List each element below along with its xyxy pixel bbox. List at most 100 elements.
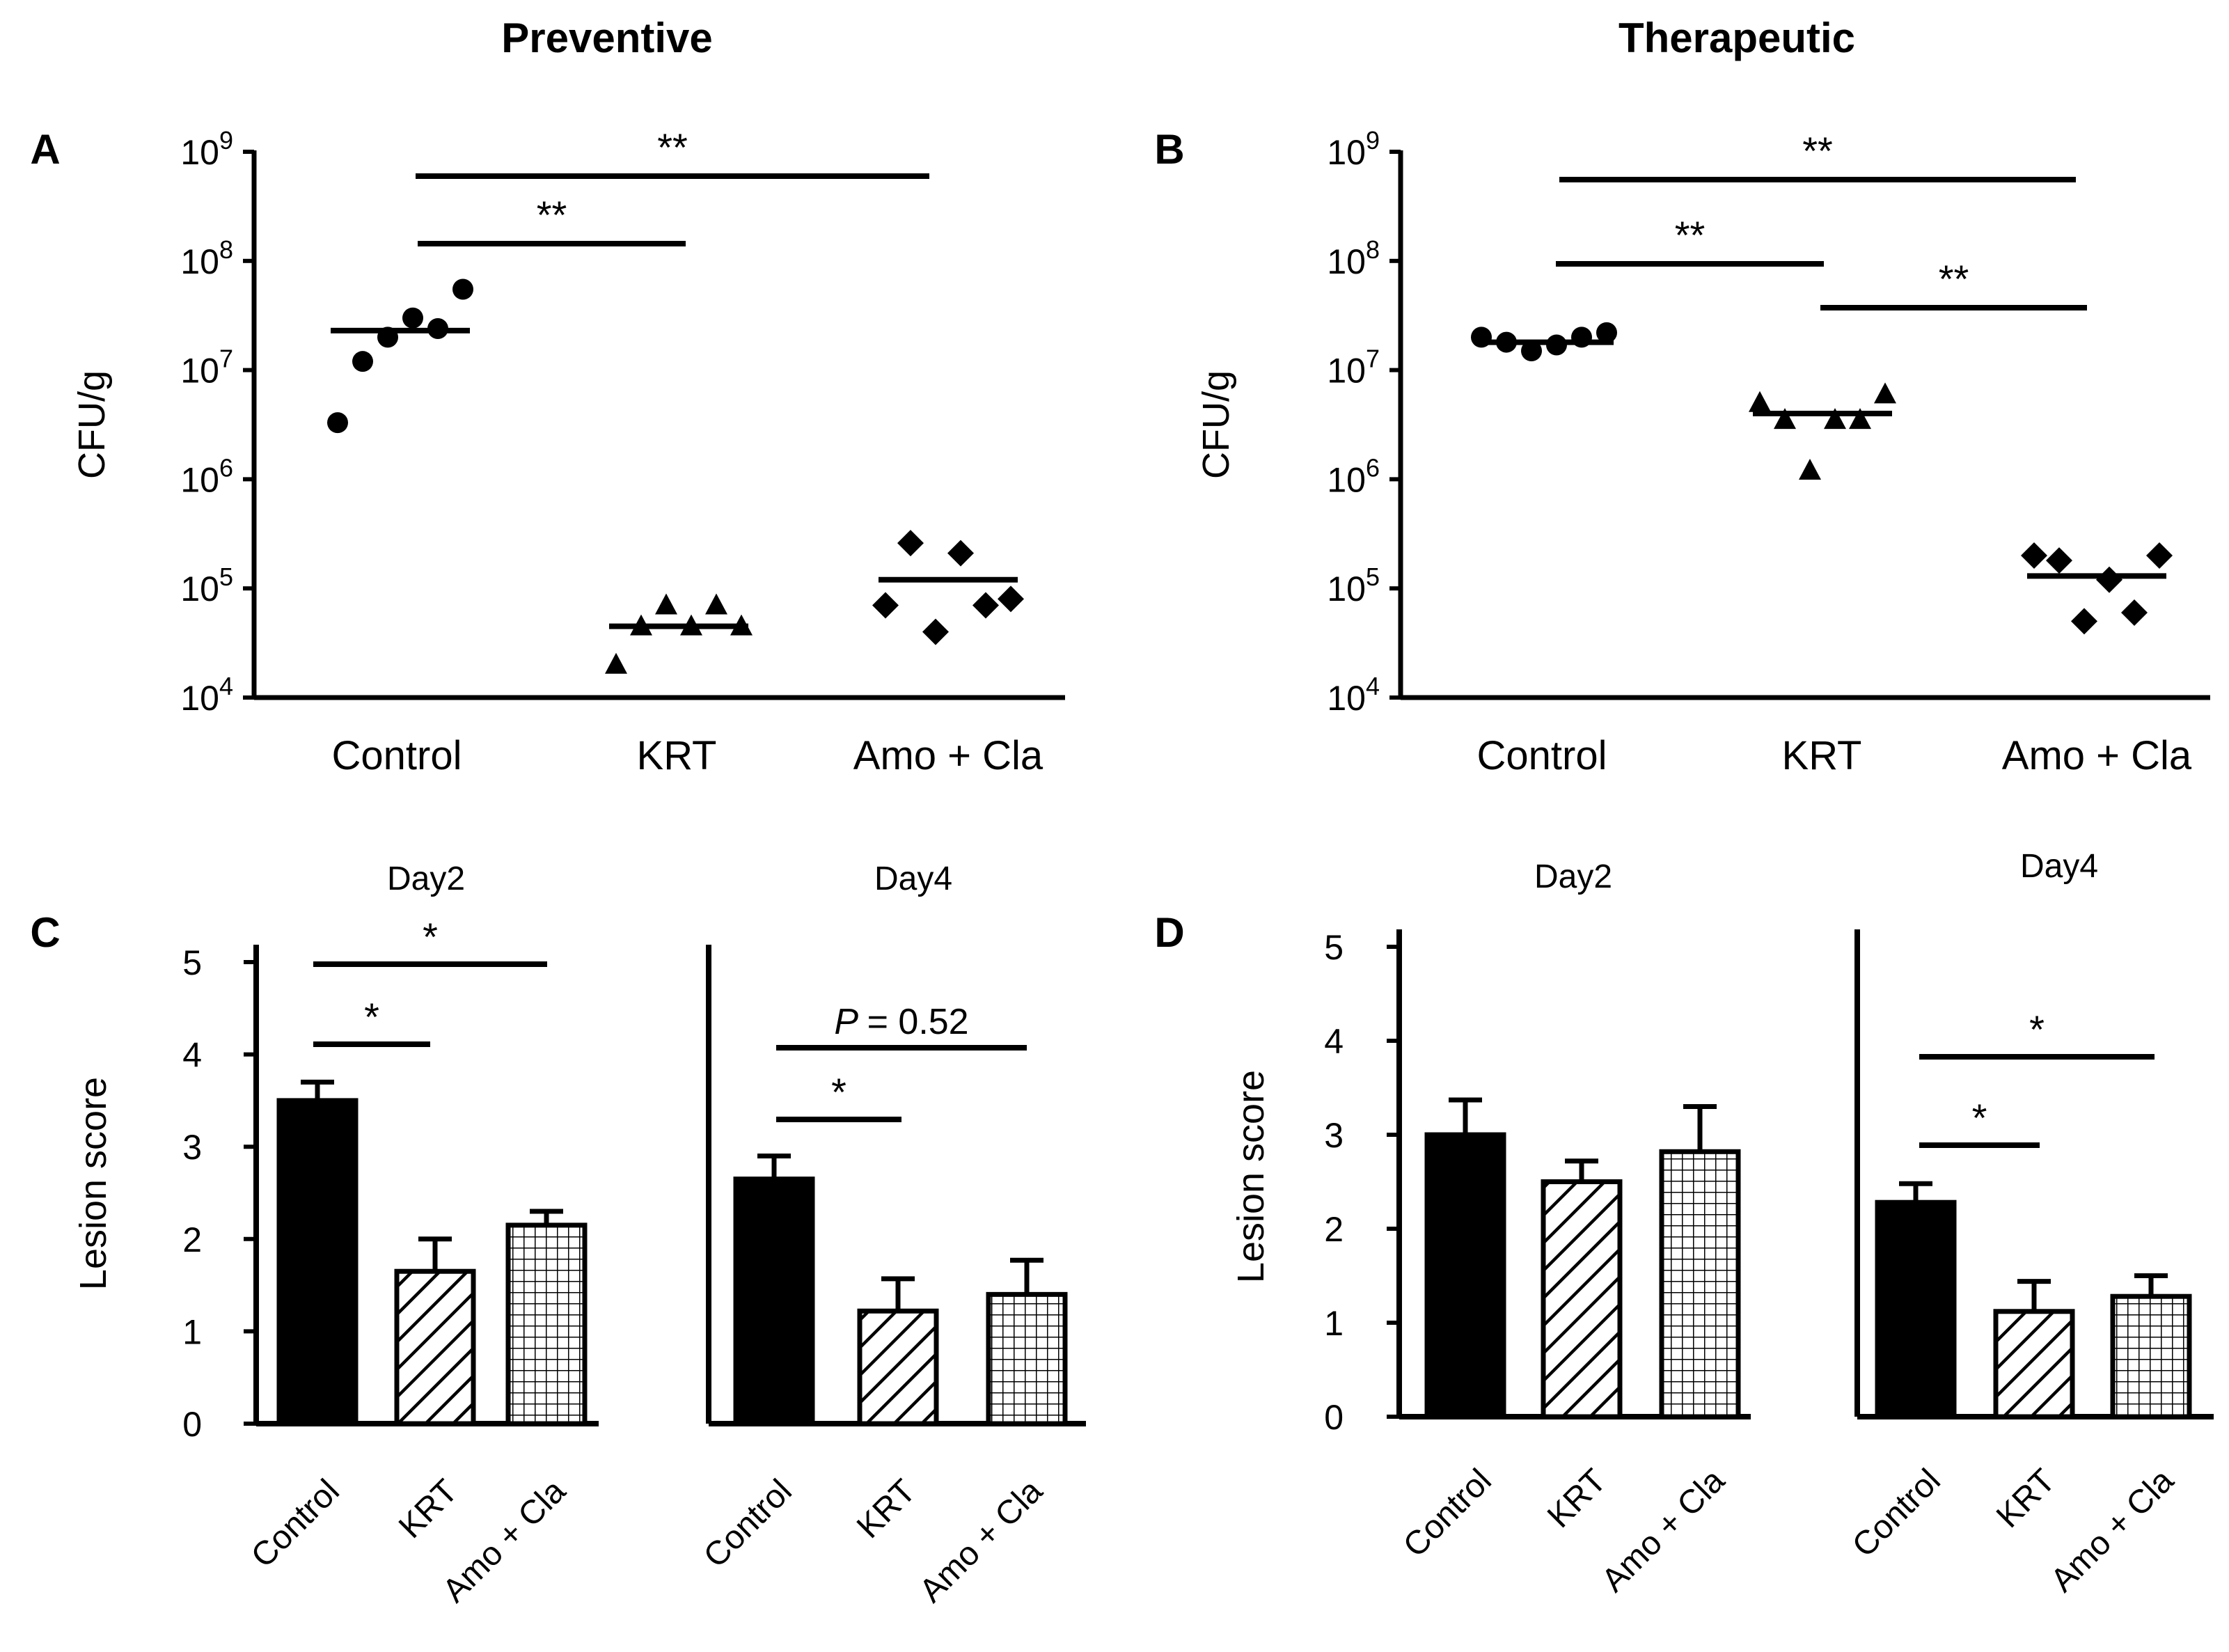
panel-a-point-circle	[352, 351, 373, 372]
panel-a-point-diamond	[947, 540, 974, 567]
panel-b-significance-label: **	[1939, 257, 1969, 301]
panel-c-subtitle-day4: Day4	[874, 860, 952, 897]
panel-b-point-diamond	[2021, 542, 2047, 569]
panel-b-ytick-label: 109	[1327, 126, 1380, 172]
panel-d-ytick-label: 5	[1324, 928, 1344, 967]
panel-a-significance-label: **	[537, 193, 567, 237]
panel-a-ytick-label: 108	[180, 235, 233, 281]
column-title-therapeutic: Therapeutic	[1618, 15, 1855, 61]
panel-c-day4-category-amo-cla: Amo + Cla	[913, 1472, 1050, 1610]
panel-b-ylabel: CFU/g	[1195, 370, 1237, 479]
panel-b-point-diamond	[2071, 608, 2097, 635]
panel-a-point-diamond	[998, 585, 1024, 613]
panel-c-significance-label: *	[423, 915, 438, 959]
panel-a-point-diamond	[897, 530, 924, 557]
panel-a-ytick-label: 105	[180, 563, 233, 608]
panel-d-ytick-label: 2	[1324, 1210, 1344, 1249]
panel-b-ytick-label: 104	[1327, 672, 1380, 718]
column-title-preventive: Preventive	[501, 15, 713, 61]
panel-b-ytick-label: 107	[1327, 345, 1380, 391]
panel-d-bar-solid	[1875, 1199, 1957, 1419]
panel-d-bar-grid-hatch	[1659, 1149, 1741, 1419]
panel-d-ytick-label: 1	[1324, 1304, 1344, 1343]
panel-b-category-control: Control	[1477, 733, 1607, 778]
panel-c-subtitle-day2: Day2	[387, 860, 465, 897]
panel-b-category-krt: KRT	[1782, 733, 1862, 778]
panel-b-point-diamond	[2121, 599, 2148, 626]
panel-a-ylabel: CFU/g	[71, 370, 113, 479]
panel-c-bar-solid	[276, 1098, 359, 1426]
panel-letter-a: A	[30, 126, 60, 173]
panel-c-bar-grid-hatch	[505, 1222, 588, 1426]
panel-c-significance-label: *	[831, 1070, 846, 1114]
panel-a-point-triangle	[655, 593, 677, 615]
panel-b-point-circle	[1521, 340, 1542, 361]
panel-c-bar-solid	[733, 1177, 815, 1426]
panel-d-subtitle-day4: Day4	[2020, 848, 2098, 885]
panel-a-point-diamond	[872, 592, 899, 619]
panel-a-point-circle	[452, 278, 473, 300]
panel-d-ytick-label: 3	[1324, 1116, 1344, 1155]
panel-c-bar-diagonal-hatch	[857, 1308, 939, 1426]
panel-c-day4-category-krt: KRT	[850, 1472, 923, 1545]
panel-c-day4-category-control: Control	[697, 1472, 799, 1575]
panel-c-ytick-label: 3	[182, 1128, 202, 1167]
panel-b-ytick-label: 108	[1327, 235, 1380, 281]
panel-d-bar-solid	[1424, 1132, 1506, 1419]
panel-c-ytick-label: 5	[182, 943, 202, 982]
panel-d-significance-label: *	[2029, 1007, 2045, 1051]
panel-d-bar-diagonal-hatch	[1993, 1309, 2075, 1419]
panel-a-point-circle	[402, 307, 423, 329]
panel-d-bars: Lesion score 0 1 2 3 4 5 Day2 Day4 * * Control…	[1230, 848, 2214, 1599]
panel-d-day4-category-control: Control	[1845, 1462, 1948, 1564]
panel-d-ylabel: Lesion score	[1230, 1070, 1272, 1283]
panel-b-point-triangle	[1749, 391, 1771, 412]
panel-b-point-triangle	[1874, 382, 1896, 404]
panel-b-significance-label: **	[1802, 129, 1833, 173]
panel-d-ytick-label: 0	[1324, 1398, 1344, 1437]
panel-d-bar-grid-hatch	[2110, 1293, 2192, 1419]
panel-c-day2-category-control: Control	[244, 1472, 347, 1575]
panel-a-ytick-label: 109	[180, 126, 233, 172]
panel-c-bar-grid-hatch	[986, 1291, 1068, 1426]
panel-d-ytick-label: 4	[1324, 1022, 1344, 1061]
panel-d-day4-category-amo-cla: Amo + Cla	[2044, 1462, 2181, 1599]
panel-letter-b: B	[1154, 126, 1184, 173]
panel-a-point-diamond	[972, 592, 999, 619]
panel-a-point-diamond	[922, 618, 949, 645]
panel-a-ytick-label: 107	[180, 345, 233, 391]
panel-c-ytick-label: 2	[182, 1220, 202, 1259]
panel-b-point-diamond	[2046, 547, 2072, 574]
panel-a-ytick-label: 106	[180, 453, 233, 499]
panel-a-ytick-label: 104	[180, 672, 233, 718]
panel-c-ylabel: Lesion score	[72, 1077, 114, 1290]
panel-a-scatter: CFU/g 104 105 106 107 108 109 ** ** Control KR…	[71, 125, 1065, 778]
panel-d-day4-category-krt: KRT	[1990, 1462, 2063, 1535]
panel-b-point-triangle	[1849, 408, 1871, 430]
panel-d-day2-category-amo-cla: Amo + Cla	[1595, 1462, 1732, 1599]
panel-c-ytick-label: 0	[182, 1405, 202, 1444]
panel-b-point-triangle	[1824, 408, 1846, 430]
panel-c-ytick-label: 4	[182, 1036, 202, 1075]
panel-a-point-circle	[327, 412, 348, 434]
panel-b-point-diamond	[2096, 566, 2122, 593]
panel-d-day2-category-control: Control	[1396, 1462, 1499, 1564]
panel-d-subtitle-day2: Day2	[1534, 858, 1612, 895]
panel-b-ytick-label: 106	[1327, 453, 1380, 499]
panel-b-point-triangle	[1799, 458, 1821, 480]
panel-d-day2-category-krt: KRT	[1541, 1462, 1614, 1535]
panel-c-bars: Lesion score 0 1 2 3 4 5 Day2 Day4 * * * P = 0.5…	[72, 860, 1086, 1610]
panel-b-point-diamond	[2146, 542, 2173, 569]
panel-letter-c: C	[30, 909, 60, 956]
panel-c-significance-label: *	[364, 995, 379, 1039]
panel-a-category-control: Control	[332, 733, 462, 778]
panel-b-ytick-label: 105	[1327, 563, 1380, 608]
panel-b-point-circle	[1596, 322, 1617, 343]
panel-b-category-amo-cla: Amo + Cla	[2002, 733, 2192, 778]
panel-b-point-triangle	[1774, 408, 1796, 430]
panel-a-significance-label: **	[657, 125, 688, 169]
panel-c-day2-category-krt: KRT	[392, 1472, 465, 1545]
panel-a-category-krt: KRT	[637, 733, 717, 778]
panel-a-point-triangle	[605, 652, 627, 674]
